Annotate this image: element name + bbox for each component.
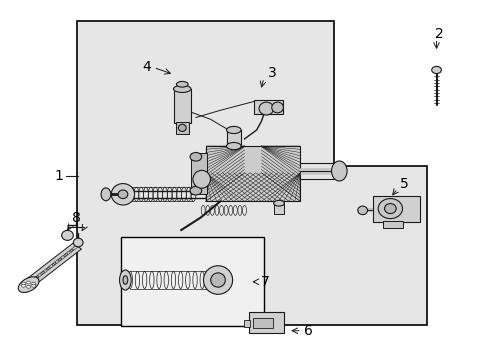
Bar [176, 122, 188, 134]
Bar [253, 318, 272, 328]
Ellipse shape [190, 153, 201, 161]
Ellipse shape [111, 184, 134, 205]
Circle shape [32, 284, 36, 287]
Ellipse shape [178, 124, 186, 131]
Ellipse shape [273, 201, 284, 206]
Ellipse shape [193, 170, 210, 188]
Ellipse shape [119, 270, 131, 290]
Ellipse shape [73, 238, 83, 247]
Ellipse shape [118, 190, 127, 199]
Text: 1: 1 [55, 170, 63, 184]
Ellipse shape [357, 206, 367, 215]
Circle shape [27, 285, 30, 288]
Ellipse shape [18, 277, 39, 292]
Bar [174, 89, 191, 123]
Ellipse shape [122, 276, 127, 284]
Text: 4: 4 [142, 60, 151, 75]
Ellipse shape [210, 273, 225, 287]
Circle shape [21, 282, 25, 285]
Circle shape [27, 281, 30, 284]
Polygon shape [27, 243, 81, 285]
Text: 7: 7 [261, 275, 269, 289]
Text: 5: 5 [399, 176, 408, 190]
Text: 2: 2 [434, 27, 443, 41]
Ellipse shape [101, 188, 111, 201]
Text: 6: 6 [304, 324, 312, 338]
Bar [205, 146, 300, 202]
Ellipse shape [226, 126, 241, 134]
Circle shape [21, 284, 25, 287]
Bar [273, 203, 284, 214]
Text: 3: 3 [267, 66, 276, 80]
Ellipse shape [271, 102, 283, 113]
Bar [226, 130, 241, 146]
Bar [243, 320, 250, 327]
Ellipse shape [431, 66, 441, 73]
Ellipse shape [203, 266, 232, 294]
Polygon shape [77, 21, 426, 325]
Text: 8: 8 [72, 211, 81, 225]
Ellipse shape [377, 199, 402, 219]
Bar [254, 100, 283, 114]
Bar [382, 221, 402, 228]
Bar [191, 153, 206, 194]
Ellipse shape [190, 186, 201, 195]
Bar [372, 197, 419, 222]
Bar [120, 237, 264, 327]
Ellipse shape [259, 102, 273, 115]
Ellipse shape [61, 230, 73, 240]
Ellipse shape [176, 81, 188, 87]
Ellipse shape [384, 203, 395, 213]
Ellipse shape [226, 143, 241, 150]
Ellipse shape [173, 85, 191, 93]
Circle shape [32, 282, 36, 285]
Bar [249, 312, 284, 333]
Ellipse shape [331, 161, 346, 181]
